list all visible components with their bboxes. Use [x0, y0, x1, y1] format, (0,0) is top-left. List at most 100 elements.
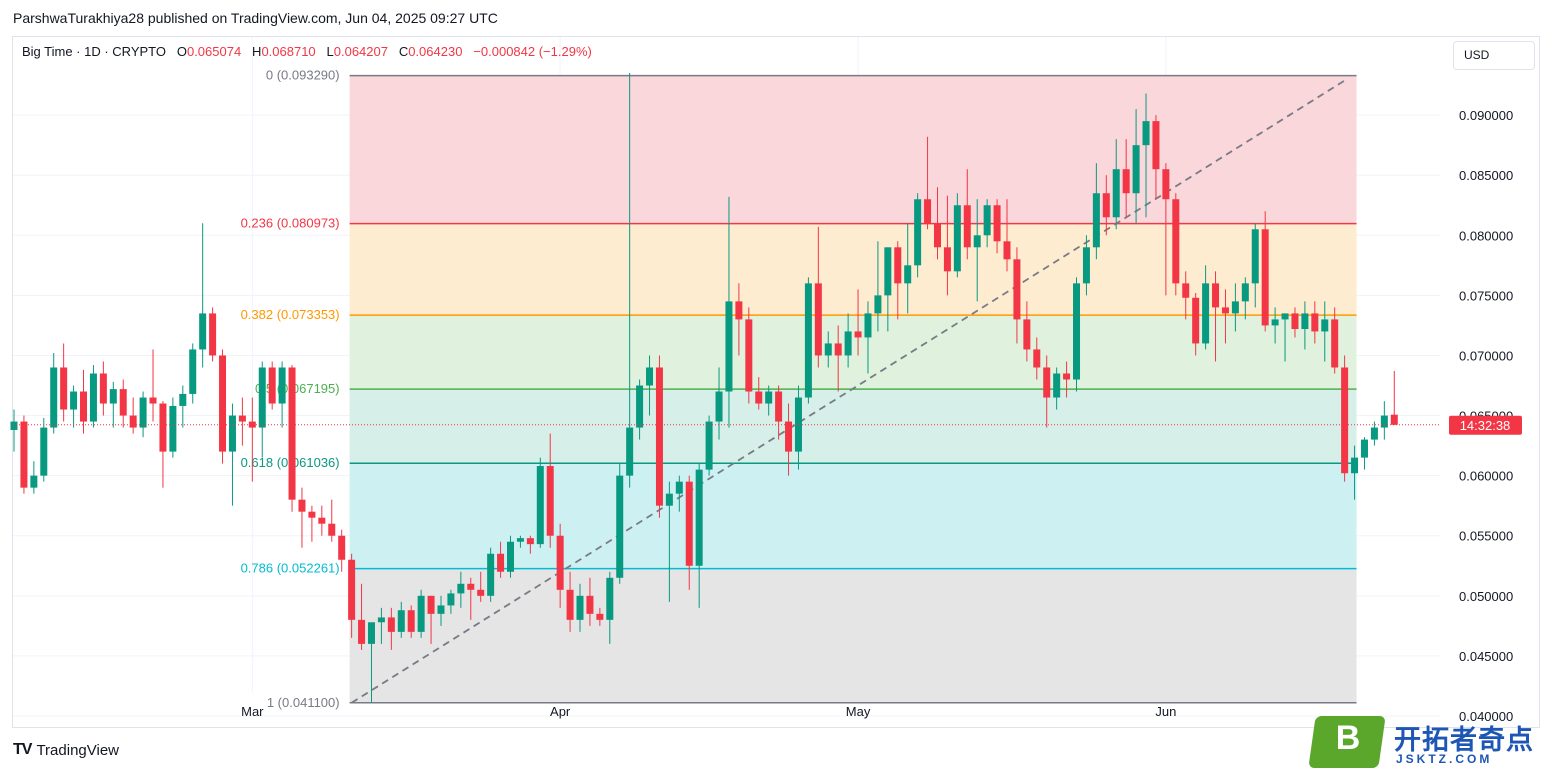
- candle-down: [745, 319, 753, 392]
- time-tick-label: May: [846, 704, 871, 719]
- candle-up: [1251, 229, 1259, 284]
- watermark-main: 开拓者奇点: [1394, 725, 1534, 755]
- low-value: 0.064207: [333, 44, 388, 59]
- currency-button[interactable]: USD: [1453, 41, 1535, 70]
- candle-up: [367, 622, 375, 644]
- candle-up: [447, 593, 455, 606]
- candle-down: [60, 367, 68, 410]
- fib-band: [349, 568, 1357, 703]
- tradingview-logo[interactable]: TV TradingView: [13, 741, 119, 759]
- candle-down: [1063, 373, 1071, 380]
- candle-up: [10, 421, 18, 430]
- candle-up: [804, 283, 812, 398]
- candle-down: [526, 538, 534, 545]
- candle-up: [169, 405, 177, 452]
- fib-band: [349, 223, 1357, 316]
- candle-down: [1013, 259, 1021, 320]
- price-tick-label: 0.070000: [1459, 348, 1513, 363]
- candle-up: [606, 577, 614, 620]
- price-tick-label: 0.080000: [1459, 228, 1513, 243]
- candle-down: [546, 466, 554, 536]
- candle-up: [139, 397, 147, 428]
- candle-up: [1112, 169, 1120, 218]
- candle-down: [318, 517, 326, 524]
- candle-up: [377, 617, 385, 623]
- fib-level-label: 0.382 (0.073353): [241, 307, 340, 322]
- candle-up: [1360, 439, 1368, 458]
- candle-up: [765, 391, 773, 404]
- price-tick-label: 0.050000: [1459, 589, 1513, 604]
- candle-down: [755, 391, 763, 404]
- candle-up: [516, 538, 524, 542]
- candle-down: [1221, 307, 1229, 314]
- candle-up: [1301, 313, 1309, 330]
- candle-up: [50, 367, 58, 428]
- symbol-name: Big Time · 1D · CRYPTO: [22, 44, 166, 59]
- candle-down: [1033, 349, 1041, 368]
- candle-down: [1162, 169, 1170, 200]
- candle-up: [1082, 247, 1090, 284]
- open-label: O: [176, 44, 187, 59]
- countdown-label: 14:32:38: [1460, 418, 1511, 433]
- time-tick-label: Jun: [1155, 704, 1176, 719]
- candle-up: [904, 265, 912, 284]
- fib-band: [349, 315, 1357, 390]
- candle-down: [943, 247, 951, 272]
- candle-up: [983, 205, 991, 236]
- candle-up: [794, 397, 802, 452]
- candle-up: [576, 595, 584, 620]
- candle-up: [278, 367, 286, 404]
- candle-down: [814, 283, 822, 356]
- open-value: 0.065074: [186, 44, 242, 59]
- candle-up: [824, 343, 832, 356]
- candle-down: [348, 559, 356, 620]
- candle-up: [636, 385, 644, 428]
- candle-up: [616, 475, 624, 578]
- fib-band: [349, 463, 1357, 569]
- candle-down: [338, 535, 346, 560]
- candle-up: [1241, 283, 1249, 302]
- time-axis: Mar Apr May Jun: [241, 704, 1176, 719]
- candle-down: [894, 247, 902, 284]
- candles: [10, 73, 1440, 703]
- candle-down: [268, 367, 276, 404]
- fib-level-label: 1 (0.041100): [267, 695, 340, 710]
- candle-down: [497, 553, 505, 572]
- candle-down: [785, 421, 793, 452]
- candle-up: [725, 301, 733, 392]
- fib-level-label: 0.786 (0.052261): [241, 561, 340, 576]
- candle-up: [70, 391, 78, 410]
- candle-down: [328, 523, 336, 536]
- price-tick-label: 0.045000: [1459, 649, 1513, 664]
- price-tick-label: 0.075000: [1459, 288, 1513, 303]
- candle-down: [238, 415, 246, 422]
- candle-down: [1152, 121, 1160, 170]
- candle-down: [1261, 229, 1269, 326]
- candle-down: [1003, 241, 1011, 260]
- candle-down: [1122, 169, 1130, 194]
- time-tick-label: Apr: [550, 704, 571, 719]
- candle-up: [1073, 283, 1081, 380]
- candle-up: [487, 553, 495, 596]
- price-tick-label: 0.060000: [1459, 469, 1513, 484]
- candle-up: [1281, 313, 1289, 320]
- candle-up: [705, 421, 713, 470]
- candle-up: [1231, 301, 1239, 314]
- candle-down: [1390, 414, 1398, 425]
- time-tick-label: Mar: [241, 704, 264, 719]
- candle-up: [646, 367, 654, 386]
- fib-band: [349, 389, 1357, 464]
- candle-up: [1132, 145, 1140, 194]
- candle-down: [407, 610, 415, 632]
- fib-level-label: 0.236 (0.080973): [241, 216, 340, 231]
- candle-up: [40, 427, 48, 476]
- price-axis: 0.090000 0.085000 0.080000 0.075000 0.070000…: [1449, 108, 1522, 724]
- candle-down: [854, 331, 862, 338]
- candle-down: [556, 535, 564, 590]
- candle-up: [507, 541, 514, 572]
- candle-down: [735, 301, 743, 320]
- chart-frame: [12, 36, 1540, 728]
- countdown-badge: [1449, 415, 1522, 435]
- candle-down: [119, 389, 127, 416]
